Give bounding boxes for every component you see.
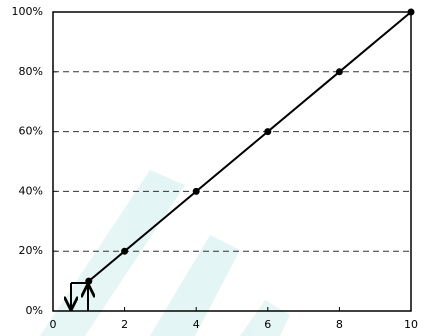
annotation-arrows [71, 282, 88, 311]
x-tick-label: 8 [336, 318, 343, 331]
point [85, 277, 93, 285]
point [121, 247, 129, 255]
x-tick-label: 0 [50, 318, 57, 331]
point [192, 187, 200, 195]
x-tick-label: 6 [264, 318, 271, 331]
y-tick-label: 40% [19, 184, 43, 197]
point [264, 128, 272, 136]
line [88, 11, 412, 282]
y-tick-label: 80% [19, 65, 43, 78]
y-tick-label: 60% [19, 125, 43, 138]
x-tick-label: 2 [121, 318, 128, 331]
y-tick-label: 100% [12, 5, 43, 18]
point [335, 68, 343, 76]
x-tick-label: 4 [193, 318, 200, 331]
point [407, 8, 415, 16]
plot-frame [52, 11, 412, 312]
y-tick-label: 20% [19, 244, 43, 257]
x-tick-label: 10 [404, 318, 418, 331]
y-tick-label: 0% [26, 304, 43, 317]
